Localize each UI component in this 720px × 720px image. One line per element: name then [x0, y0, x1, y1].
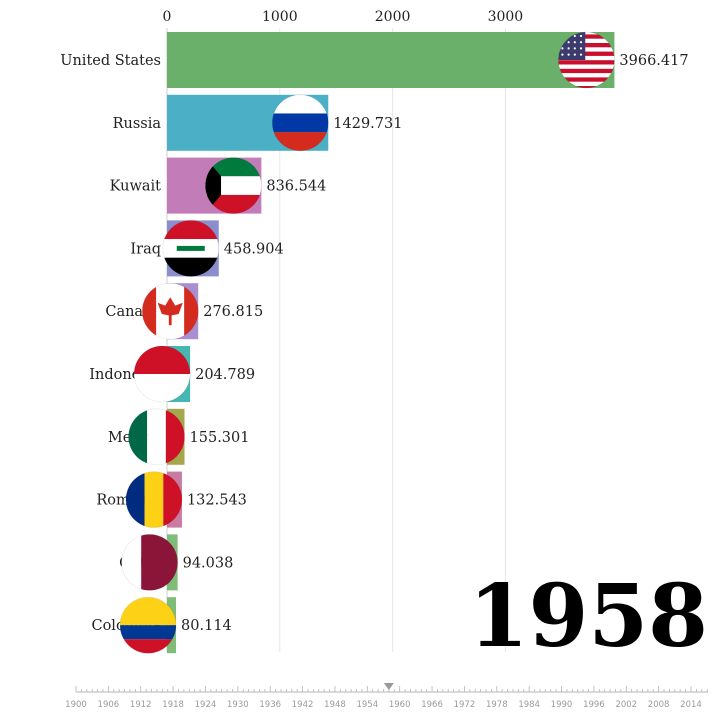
x-tick-label: 0 — [163, 9, 172, 25]
timeline-year-label: 1966 — [421, 700, 443, 710]
timeline-year-label: 1930 — [227, 700, 249, 710]
timeline-year-label: 1918 — [162, 700, 184, 710]
timeline-year-label: 1984 — [518, 700, 540, 710]
value-label: 3966.417 — [619, 53, 688, 69]
value-label: 204.789 — [195, 367, 255, 383]
timeline-year-label: 1924 — [195, 700, 217, 710]
x-axis-ticks: 0 1000 2000 3000 — [163, 9, 524, 25]
bar-row: Kuwait 836.544 — [110, 157, 326, 215]
value-label: 80.114 — [181, 618, 232, 634]
timeline-year-label: 1978 — [486, 700, 508, 710]
category-label: Russia — [113, 116, 162, 132]
category-label: Iraq — [130, 241, 161, 257]
timeline-year-label: 1942 — [292, 700, 314, 710]
year-label: 1958 — [469, 566, 708, 667]
timeline-year-label: 1996 — [583, 700, 605, 710]
timeline-year-label: 2008 — [648, 700, 670, 710]
timeline-year-label: 1936 — [259, 700, 281, 710]
bar-row: Mexico155.301 — [108, 408, 250, 466]
bar-row: Colombia80.114 — [91, 596, 232, 654]
timeline-year-label: 2014 — [680, 700, 702, 710]
bar-row: Qatar94.038 — [119, 534, 234, 591]
iraq-flag-icon — [162, 220, 219, 277]
x-tick-label: 1000 — [262, 9, 298, 25]
russia-flag-icon — [272, 94, 329, 151]
timeline-year-label: 1900 — [65, 700, 87, 710]
value-label: 1429.731 — [333, 116, 402, 132]
timeline-year-label: 1954 — [356, 700, 378, 710]
bar-row: Indonesia 204.789 — [89, 345, 255, 403]
bars: United States 3966.417 Russia 1429.731 Kuwai… — [60, 31, 689, 654]
value-label: 276.815 — [203, 304, 263, 320]
timeline-year-label: 1948 — [324, 700, 346, 710]
timeline-year-label: 1972 — [454, 700, 476, 710]
category-label: United States — [60, 53, 161, 69]
timeline-year-label: 1990 — [551, 700, 573, 710]
kuwait-flag-icon — [205, 157, 262, 214]
bar — [167, 32, 615, 88]
romania-flag-icon — [125, 471, 182, 528]
category-label: Kuwait — [110, 179, 162, 195]
year-timeline[interactable]: 1900 1906 1912 1918 1924 1930 1936 1942 1948 1954… — [65, 683, 708, 710]
us-flag-icon — [558, 32, 615, 88]
bar-row: United States 3966.417 — [60, 31, 689, 89]
timeline-year-label: 2002 — [615, 700, 637, 710]
value-label: 155.301 — [190, 430, 250, 446]
timeline-marker-icon[interactable] — [383, 683, 394, 690]
value-label: 94.038 — [183, 555, 234, 571]
value-label: 458.904 — [224, 241, 284, 257]
bar-row: Romania132.543 — [96, 471, 247, 529]
mexico-flag-icon — [128, 408, 185, 465]
timeline-year-label: 1906 — [98, 700, 120, 710]
bar-row: Canada 276.815 — [105, 282, 263, 340]
value-label: 836.544 — [266, 179, 326, 195]
x-tick-label: 2000 — [375, 9, 411, 25]
timeline-year-label: 1960 — [389, 700, 411, 710]
value-label: 132.543 — [187, 493, 247, 509]
bar-row: Russia 1429.731 — [113, 94, 402, 152]
bar-row: Iraq 458.904 — [130, 219, 284, 277]
timeline-year-label: 1912 — [130, 700, 152, 710]
x-tick-label: 3000 — [488, 9, 524, 25]
